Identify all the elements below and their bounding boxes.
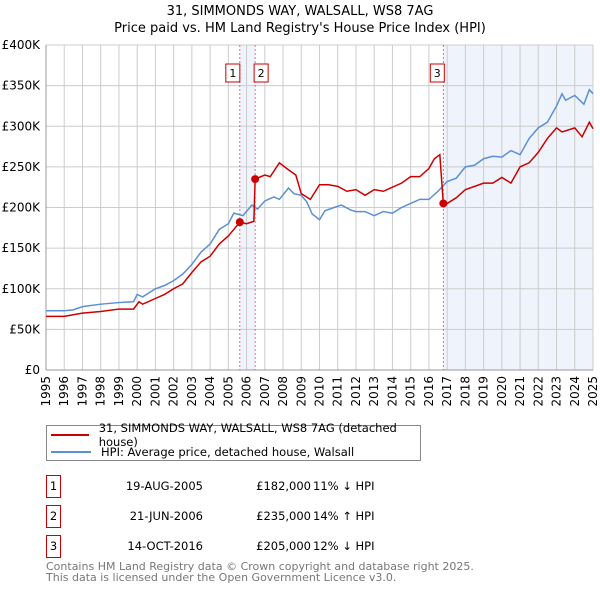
x-tick-label: 2012 [349,376,363,407]
x-tick-label: 2013 [367,376,381,407]
x-tick-label: 2003 [185,376,199,407]
x-tick-label: 1998 [94,376,108,407]
x-tick-label: 2015 [404,376,418,407]
legend-swatch-red [51,434,89,436]
sale-hpi-diff: 12% ↓ HPI [313,539,375,553]
x-tick-label: 2014 [385,376,399,407]
sale-marker-box: 3 [46,535,61,558]
sale-date: 21-JUN-2006 [129,509,203,523]
y-tick-label: £100K [2,282,42,296]
x-tick-label: 2020 [495,376,509,407]
legend-label: HPI: Average price, detached house, Wals… [101,445,355,459]
y-tick-label: £200K [2,201,42,215]
x-tick-label: 2025 [586,376,600,407]
plot-area: 1995 1996 1997 1998 1999 2000 2001 2002 2003 2004… [2,38,600,407]
legend-swatch-blue [51,451,91,453]
property-price-line [46,120,594,318]
sale-point [235,218,244,227]
sale-hpi-diff: 11% ↓ HPI [313,479,375,493]
x-tick-label: 2006 [240,376,254,407]
footer-copyright: Contains HM Land Registry data © Crown c… [46,560,474,573]
x-tick-label: 2016 [422,376,436,407]
x-tick-label: 2000 [130,376,144,407]
x-tick-label: 1997 [75,376,89,407]
sale-row: 2 21-JUN-2006 £235,000 14% ↑ HPI [46,505,446,528]
legend: 31, SIMMONDS WAY, WALSALL, WS8 7AG (deta… [46,421,421,461]
x-tick-label: 2005 [221,376,235,407]
x-tick-label: 2001 [148,376,162,407]
x-tick-label: 1995 [39,376,53,407]
legend-label: 31, SIMMONDS WAY, WALSALL, WS8 7AG (deta… [98,421,397,449]
sale-hpi-diff: 14% ↑ HPI [313,509,375,523]
x-tick-label: 2021 [513,376,527,407]
sale-label: 1 [229,67,236,80]
x-tick-label: 2010 [313,376,327,407]
x-tick-label: 2008 [276,376,290,407]
sale-label-box [253,63,269,83]
x-tick-label: 1999 [112,376,126,407]
sale-point [251,175,260,184]
legend-item-property: 31, SIMMONDS WAY, WALSALL, WS8 7AG (deta… [51,421,420,449]
y-tick-label: £0 [25,363,40,377]
x-tick-label: 2018 [458,376,472,407]
x-tick-label: 1996 [57,376,71,407]
sale-price: £205,000 [256,539,311,553]
x-tick-label: 2009 [294,376,308,407]
sale-label: 2 [258,67,265,80]
y-tick-label: £150K [2,241,42,255]
x-tick-label: 2011 [331,376,345,407]
footer-licence: This data is licensed under the Open Gov… [46,571,397,584]
y-tick-label: £350K [2,79,42,93]
y-tick-label: £400K [2,38,42,52]
sale-marker-box: 2 [46,505,61,528]
chart-subtitle: Price paid vs. HM Land Registry's House … [114,21,486,36]
x-tick-label: 2004 [203,376,217,407]
x-tick-label: 2007 [258,376,272,407]
x-tick-label: 2024 [568,376,582,407]
sale-label-box [225,63,241,83]
sale-label: 3 [434,67,441,80]
sale-label-box [429,63,445,83]
y-tick-label: £250K [2,160,42,174]
x-tick-label: 2022 [531,376,545,407]
y-tick-label: £50K [9,322,41,336]
x-tick-label: 2023 [550,376,564,407]
sale-point [439,199,448,208]
sale-price: £182,000 [256,479,311,493]
sale-row: 1 19-AUG-2005 £182,000 11% ↓ HPI [46,475,446,498]
y-tick-label: £300K [2,119,42,133]
sale-date: 14-OCT-2016 [127,539,203,553]
sale-marker-box: 1 [46,475,61,498]
x-tick-label: 2019 [477,376,491,407]
chart-title: 31, SIMMONDS WAY, WALSALL, WS8 7AG [166,4,434,19]
hpi-line [46,88,594,312]
x-tick-label: 2017 [440,376,454,407]
sale-date: 19-AUG-2005 [125,479,203,493]
x-tick-label: 2002 [167,376,181,407]
sale-row: 3 14-OCT-2016 £205,000 12% ↓ HPI [46,535,446,558]
sale-price: £235,000 [256,509,311,523]
legend-item-hpi: HPI: Average price, detached house, Wals… [51,444,354,460]
